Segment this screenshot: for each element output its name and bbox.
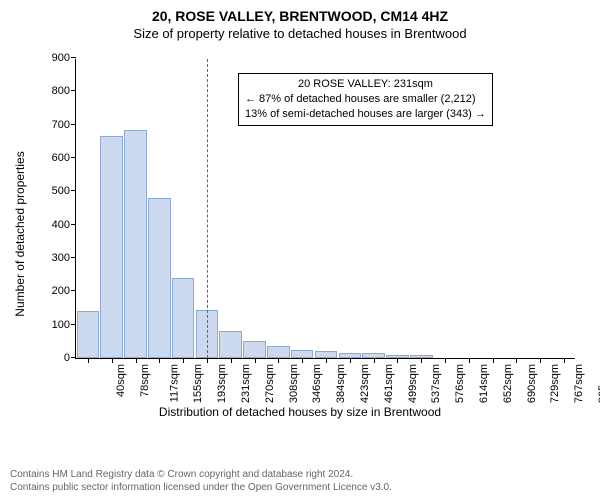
xtick-mark xyxy=(516,358,517,363)
footer-line-1: Contains HM Land Registry data © Crown c… xyxy=(10,468,392,481)
ytick-mark xyxy=(71,157,76,158)
histogram-bar xyxy=(315,351,338,358)
x-axis-label: Distribution of detached houses by size … xyxy=(159,405,441,419)
xtick-label: 576sqm xyxy=(454,364,466,403)
xtick-label: 384sqm xyxy=(335,364,347,403)
xtick-label: 231sqm xyxy=(240,364,252,403)
footer-line-2: Contains public sector information licen… xyxy=(10,481,392,494)
xtick-mark xyxy=(540,358,541,363)
chart-wrap: Number of detached properties 0100200300… xyxy=(20,49,580,419)
histogram-bar xyxy=(267,346,290,358)
xtick-mark xyxy=(326,358,327,363)
ytick-label: 400 xyxy=(52,219,70,231)
xtick-label: 690sqm xyxy=(526,364,538,403)
histogram-bar xyxy=(148,198,171,358)
xtick-label: 537sqm xyxy=(431,364,443,403)
xtick-mark xyxy=(397,358,398,363)
ytick-mark xyxy=(71,190,76,191)
xtick-mark xyxy=(159,358,160,363)
chart-title-sub: Size of property relative to detached ho… xyxy=(10,26,590,41)
xtick-mark xyxy=(136,358,137,363)
xtick-label: 308sqm xyxy=(288,364,300,403)
footer-credits: Contains HM Land Registry data © Crown c… xyxy=(10,468,392,494)
xtick-label: 767sqm xyxy=(573,364,585,403)
xtick-mark xyxy=(255,358,256,363)
ytick-label: 600 xyxy=(52,152,70,164)
ytick-label: 900 xyxy=(52,52,70,64)
histogram-bar xyxy=(291,350,314,358)
ytick-label: 700 xyxy=(52,119,70,131)
chart-title-main: 20, ROSE VALLEY, BRENTWOOD, CM14 4HZ xyxy=(10,8,590,24)
annotation-line: 20 ROSE VALLEY: 231sqm xyxy=(245,77,486,92)
plot-area: 010020030040050060070080090040sqm78sqm11… xyxy=(75,59,575,359)
xtick-label: 614sqm xyxy=(478,364,490,403)
histogram-bar xyxy=(172,278,195,358)
annotation-box: 20 ROSE VALLEY: 231sqm← 87% of detached … xyxy=(238,73,493,126)
ytick-label: 500 xyxy=(52,185,70,197)
histogram-bar xyxy=(100,136,123,358)
xtick-mark xyxy=(374,358,375,363)
ytick-label: 100 xyxy=(52,319,70,331)
ytick-mark xyxy=(71,90,76,91)
xtick-mark xyxy=(112,358,113,363)
xtick-mark xyxy=(302,358,303,363)
xtick-mark xyxy=(183,358,184,363)
xtick-label: 193sqm xyxy=(216,364,228,403)
reference-line xyxy=(207,59,208,358)
xtick-mark xyxy=(493,358,494,363)
xtick-mark xyxy=(469,358,470,363)
chart-container: 20, ROSE VALLEY, BRENTWOOD, CM14 4HZ Siz… xyxy=(0,0,600,500)
histogram-bar xyxy=(77,311,100,358)
xtick-label: 270sqm xyxy=(264,364,276,403)
histogram-bar xyxy=(124,130,147,358)
xtick-mark xyxy=(445,358,446,363)
xtick-mark xyxy=(564,358,565,363)
ytick-mark xyxy=(71,224,76,225)
xtick-mark xyxy=(278,358,279,363)
ytick-label: 300 xyxy=(52,252,70,264)
ytick-label: 200 xyxy=(52,285,70,297)
xtick-label: 40sqm xyxy=(115,364,127,397)
ytick-mark xyxy=(71,124,76,125)
xtick-label: 461sqm xyxy=(383,364,395,403)
ytick-mark xyxy=(71,290,76,291)
xtick-label: 499sqm xyxy=(407,364,419,403)
xtick-mark xyxy=(421,358,422,363)
histogram-bar xyxy=(243,341,266,358)
ytick-mark xyxy=(71,57,76,58)
xtick-label: 155sqm xyxy=(192,364,204,403)
xtick-label: 729sqm xyxy=(550,364,562,403)
ytick-label: 800 xyxy=(52,85,70,97)
y-axis-label: Number of detached properties xyxy=(13,151,27,316)
xtick-label: 117sqm xyxy=(168,364,180,402)
xtick-mark xyxy=(350,358,351,363)
xtick-label: 78sqm xyxy=(139,364,151,397)
xtick-label: 346sqm xyxy=(312,364,324,403)
xtick-label: 423sqm xyxy=(359,364,371,403)
xtick-mark xyxy=(207,358,208,363)
xtick-label: 652sqm xyxy=(502,364,514,403)
ytick-label: 0 xyxy=(64,352,70,364)
xtick-mark xyxy=(88,358,89,363)
histogram-bar xyxy=(219,331,242,358)
ytick-mark xyxy=(71,324,76,325)
ytick-mark xyxy=(71,257,76,258)
annotation-line: 13% of semi-detached houses are larger (… xyxy=(245,107,486,122)
ytick-mark xyxy=(71,357,76,358)
xtick-mark xyxy=(231,358,232,363)
annotation-line: ← 87% of detached houses are smaller (2,… xyxy=(245,92,486,107)
